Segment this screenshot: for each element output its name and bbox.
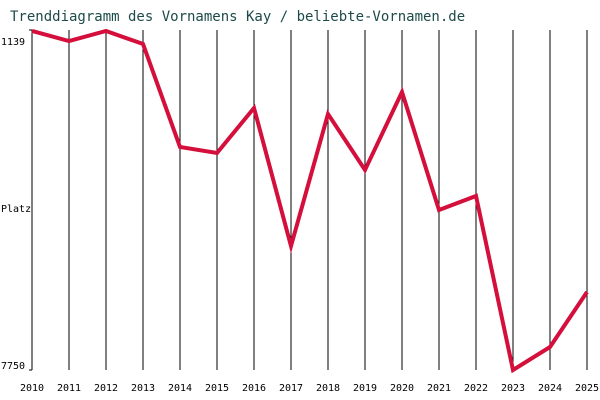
x-tick-label: 2024 xyxy=(538,383,562,394)
x-tick-label: 2021 xyxy=(427,383,451,394)
line-series xyxy=(31,28,589,374)
y-axis-label: Platz xyxy=(1,204,31,215)
x-tick-label: 2011 xyxy=(57,383,81,394)
x-tick-label: 2012 xyxy=(94,383,118,394)
x-tick-label: 2018 xyxy=(316,383,340,394)
x-tick-label: 2022 xyxy=(464,383,488,394)
x-tick-label: 2019 xyxy=(353,383,377,394)
x-tick-label: 2023 xyxy=(501,383,525,394)
x-tick-label: 2015 xyxy=(205,383,229,394)
x-tick-label: 2020 xyxy=(390,383,414,394)
y-tick-label: 1139 xyxy=(1,37,25,48)
x-tick-label: 2025 xyxy=(575,383,599,394)
x-tick-label: 2016 xyxy=(242,383,266,394)
x-tick-label: 2010 xyxy=(20,383,44,394)
x-tick-label: 2013 xyxy=(131,383,155,394)
y-tick-label: 7750 xyxy=(1,361,25,372)
x-tick-label: 2014 xyxy=(168,383,192,394)
x-tick-label: 2017 xyxy=(279,383,303,394)
chart-title: Trenddiagramm des Vornamens Kay / belieb… xyxy=(10,9,465,25)
